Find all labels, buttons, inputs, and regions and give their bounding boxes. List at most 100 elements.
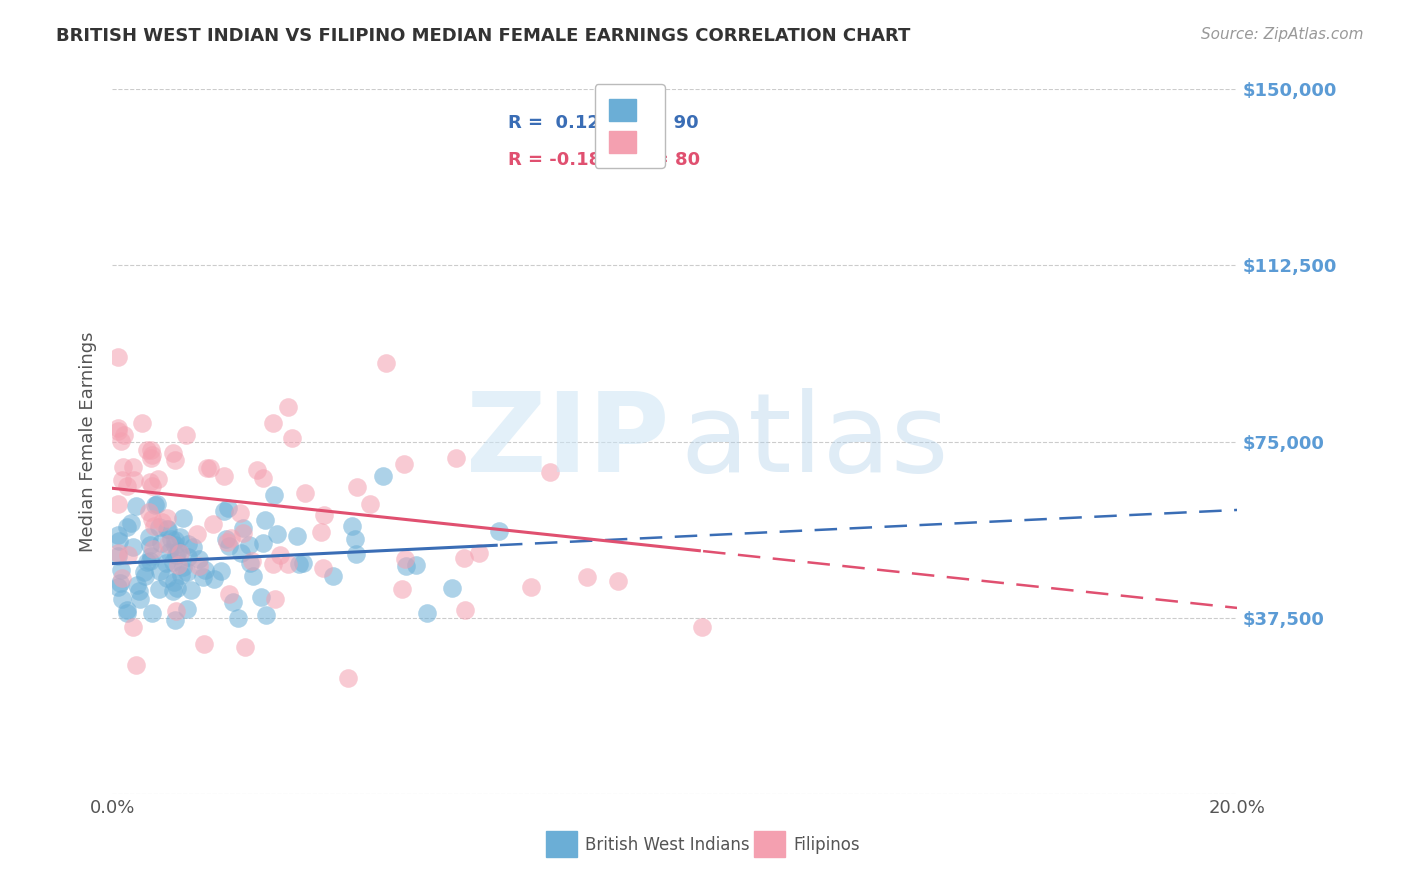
Point (169, 530, 191, 544)
Point (107, 420, 129, 434)
Point (142, 541, 165, 556)
Point (242, 568, 264, 582)
Point (201, 517, 224, 532)
Point (309, 525, 332, 540)
Point (120, 516, 142, 530)
Point (262, 557, 284, 571)
Point (167, 543, 190, 558)
Point (108, 533, 131, 548)
Point (122, 620, 145, 634)
Point (139, 539, 162, 553)
Point (266, 526, 288, 541)
Point (252, 536, 274, 550)
Point (391, 582, 413, 596)
Point (215, 532, 238, 546)
Point (169, 546, 191, 560)
Point (139, 442, 162, 457)
Point (488, 524, 510, 539)
Point (264, 592, 287, 607)
Point (240, 554, 263, 568)
Point (375, 356, 398, 370)
Point (115, 478, 138, 492)
Point (110, 562, 132, 576)
Point (138, 530, 160, 544)
Point (254, 607, 277, 622)
Point (107, 549, 129, 564)
Point (198, 461, 221, 475)
Point (249, 590, 271, 604)
Point (148, 582, 170, 596)
Point (172, 510, 194, 524)
Point (180, 583, 202, 598)
Point (172, 559, 194, 574)
Point (107, 425, 129, 439)
Point (239, 557, 262, 571)
Point (195, 461, 218, 475)
Point (276, 558, 298, 572)
Point (107, 351, 129, 365)
Text: Source: ZipAtlas.com: Source: ZipAtlas.com (1201, 27, 1364, 42)
Point (187, 558, 209, 573)
Point (162, 446, 184, 460)
Point (174, 427, 197, 442)
Y-axis label: Median Female Earnings: Median Female Earnings (79, 331, 97, 552)
Point (252, 471, 274, 485)
Point (141, 479, 163, 493)
Point (122, 459, 145, 474)
Point (214, 504, 236, 518)
Point (575, 570, 598, 584)
Point (444, 450, 467, 465)
Point (124, 658, 146, 673)
Point (232, 526, 254, 541)
Point (163, 453, 186, 467)
Point (166, 581, 188, 595)
Point (167, 558, 190, 572)
Point (253, 513, 276, 527)
Point (292, 557, 315, 571)
Point (186, 526, 208, 541)
Point (176, 537, 198, 551)
Point (139, 475, 162, 489)
Point (344, 532, 367, 546)
Point (212, 469, 235, 483)
Point (155, 510, 177, 524)
Point (165, 604, 187, 618)
Point (143, 518, 166, 533)
Text: ZIP: ZIP (465, 388, 669, 495)
Point (454, 603, 477, 617)
Point (209, 564, 232, 578)
Point (117, 520, 139, 534)
Point (107, 498, 129, 512)
Point (373, 469, 395, 483)
Point (416, 606, 439, 620)
Point (288, 557, 311, 571)
Point (294, 486, 316, 500)
Point (215, 534, 238, 549)
Point (162, 584, 184, 599)
Point (148, 519, 170, 533)
Legend: , : , (595, 84, 665, 168)
Point (125, 499, 148, 513)
Point (136, 442, 159, 457)
Point (395, 559, 418, 574)
Point (156, 536, 179, 550)
Point (112, 428, 135, 442)
Point (163, 538, 186, 552)
Point (162, 574, 184, 589)
Point (344, 548, 367, 562)
Point (146, 472, 169, 486)
Point (117, 548, 139, 562)
Point (155, 557, 177, 571)
Point (263, 488, 285, 502)
Point (110, 434, 132, 448)
Point (262, 417, 284, 431)
Point (359, 497, 381, 511)
Text: R =  0.120   N = 90: R = 0.120 N = 90 (509, 114, 699, 132)
Point (311, 560, 333, 574)
Point (229, 546, 252, 560)
Point (202, 572, 225, 586)
Point (156, 571, 179, 585)
Point (222, 595, 245, 609)
Point (187, 551, 209, 566)
Point (134, 565, 156, 579)
